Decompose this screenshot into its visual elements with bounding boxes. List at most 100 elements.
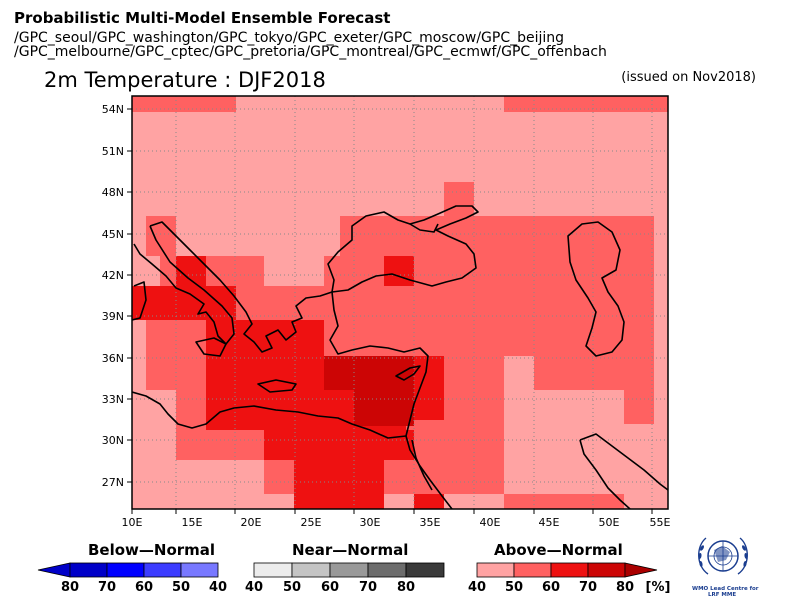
legend-below-label: 50 (171, 580, 191, 595)
legend-above-swatch-1 (513, 562, 552, 578)
legend-below-title: Below—Normal (88, 541, 216, 559)
legend-below-arrow (37, 562, 71, 578)
legend-above-swatch-3 (587, 562, 626, 578)
wmo-logo: WMO Lead Centre for LRF MME (688, 530, 758, 598)
field-cell (504, 96, 668, 112)
lon-label: 10E (122, 516, 143, 529)
legend-near-title: Near—Normal (292, 541, 409, 559)
lat-label: 33N (102, 393, 124, 406)
legend-near-swatch-3 (367, 562, 407, 578)
legend-above-swatch-2 (550, 562, 589, 578)
lon-label: 25E (301, 516, 322, 529)
coastlines (132, 205, 668, 509)
field-cell (414, 494, 444, 509)
legend-above-label: 70 (578, 580, 598, 595)
lat-label: 27N (102, 476, 124, 489)
coastline-sinai (411, 439, 433, 491)
lon-label: 55E (650, 516, 671, 529)
coastline-sicily (195, 337, 227, 357)
field-cell (504, 494, 624, 509)
legend-below-label: 60 (134, 580, 154, 595)
lon-label: 40E (480, 516, 501, 529)
coastline-sardinia (132, 281, 147, 321)
coastline-north-africa (132, 391, 407, 439)
lat-labels: 54N 51N 48N 45N 42N 39N 36N 33N 30N 27N (102, 103, 124, 489)
issued-date: (issued on Nov2018) (621, 70, 756, 85)
field-cell (324, 256, 654, 286)
legend-below-swatch-3 (180, 562, 219, 578)
legend-near-label: 40 (244, 580, 264, 595)
lat-label: 51N (102, 145, 124, 158)
centers-line-2: /GPC_melbourne/GPC_cptec/GPC_pretoria/GP… (14, 44, 607, 60)
lat-label: 54N (102, 103, 124, 116)
lat-label: 39N (102, 310, 124, 323)
legend-above-title: Above—Normal (494, 541, 623, 559)
field-cell (132, 96, 236, 112)
legend-unit: [%] (645, 580, 671, 595)
field-cell (354, 390, 414, 426)
field-cell (624, 216, 654, 256)
legend-above-bar (476, 562, 658, 578)
legend-above-swatch-0 (476, 562, 515, 578)
legend-above-arrow (624, 562, 658, 578)
lon-labels: 10E 15E 20E 25E 30E 35E 40E 45E 50E 55E (122, 516, 671, 529)
map-title: 2m Temperature : DJF2018 (44, 68, 326, 92)
figure-title: Probabilistic Multi-Model Ensemble Forec… (14, 9, 391, 27)
coastline-anatolia (329, 291, 429, 437)
lon-label: 20E (241, 516, 262, 529)
map-frame (131, 95, 669, 510)
legend-below-label: 70 (97, 580, 117, 595)
coastline-crete (257, 379, 297, 393)
legend-above-label: 60 (541, 580, 561, 595)
logo-text-line1: WMO Lead Centre for (692, 586, 759, 592)
field-cell (624, 390, 654, 424)
field-cell (324, 356, 414, 390)
coastline-balkans (149, 221, 333, 353)
field-cell (264, 430, 414, 460)
centers-line-1: /GPC_seoul/GPC_washington/GPC_tokyo/GPC_… (14, 30, 565, 46)
axis-ticks (127, 108, 653, 514)
coastline-persian-gulf (579, 433, 668, 491)
coastline-italy (133, 225, 235, 345)
coastline-caspian (567, 221, 625, 357)
legend-below-swatch-0 (69, 562, 108, 578)
legend-above-label: 40 (467, 580, 487, 595)
coastline-red-sea (405, 435, 453, 509)
lat-label: 30N (102, 434, 124, 447)
legend-near-label: 60 (320, 580, 340, 595)
field-cell (206, 420, 406, 430)
field-cell (444, 182, 474, 216)
lon-label: 45E (539, 516, 560, 529)
legend-below-swatch-2 (143, 562, 182, 578)
legend-below-bar (37, 562, 219, 578)
legend-near-bar (253, 562, 445, 578)
coastline-crimea (409, 223, 439, 233)
legend-near-swatch-1 (291, 562, 331, 578)
field-cell (534, 356, 654, 390)
legend-near-swatch-4 (405, 562, 445, 578)
legend-near-label: 50 (282, 580, 302, 595)
field-cell (294, 460, 384, 509)
legend-above-label: 50 (504, 580, 524, 595)
lon-label: 50E (599, 516, 620, 529)
lat-label: 36N (102, 352, 124, 365)
legend-near-label: 80 (396, 580, 416, 595)
lon-label: 15E (182, 516, 203, 529)
legend-below-swatch-1 (106, 562, 145, 578)
legend-near-label: 70 (358, 580, 378, 595)
legend-below-label: 40 (208, 580, 228, 595)
wmo-emblem-icon (698, 537, 748, 575)
coastline-arabia-gulf (579, 439, 631, 509)
logo-text-line2: LRF MME (708, 592, 737, 598)
lat-label: 45N (102, 228, 124, 241)
field-cell (384, 256, 414, 286)
coastline-black-sea (327, 205, 479, 293)
lon-label: 35E (420, 516, 441, 529)
legend-above-label: 80 (615, 580, 635, 595)
lat-lon-grid (132, 96, 668, 509)
legend-near-swatch-2 (329, 562, 369, 578)
legend-near-swatch-0 (253, 562, 293, 578)
lon-label: 30E (360, 516, 381, 529)
lat-label: 48N (102, 186, 124, 199)
